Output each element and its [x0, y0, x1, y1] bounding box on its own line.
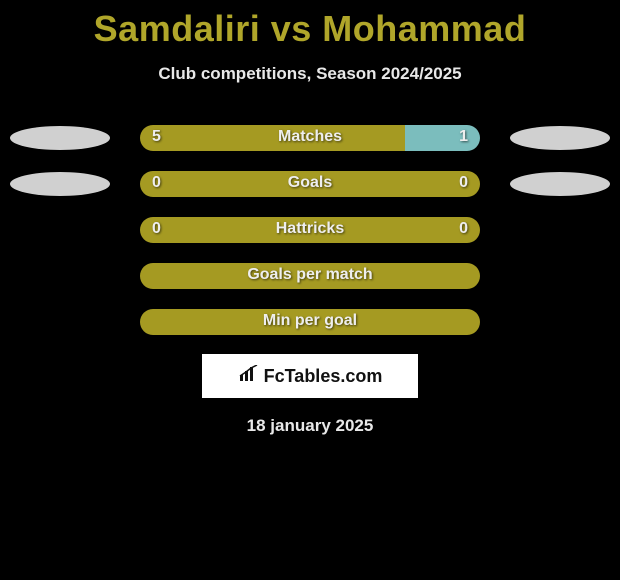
player1-bar: [140, 125, 405, 151]
logo-box: FcTables.com: [202, 354, 418, 398]
bar-track: [140, 217, 480, 243]
stats-chart: Matches51 Goals00 Hattricks00 Goals per mat…: [0, 124, 620, 336]
player2-oval: [510, 126, 610, 150]
page-title: Samdaliri vs Mohammad: [0, 0, 620, 50]
stat-row: Goals00: [0, 170, 620, 198]
bar-track: [140, 171, 480, 197]
stat-row: Goals per match: [0, 262, 620, 290]
date-label: 18 january 2025: [0, 416, 620, 436]
bar-track: [140, 309, 480, 335]
logo: FcTables.com: [238, 365, 383, 388]
player1-bar: [140, 309, 480, 335]
player1-oval: [10, 172, 110, 196]
bar-track: [140, 263, 480, 289]
stat-row: Hattricks00: [0, 216, 620, 244]
player1-oval: [10, 126, 110, 150]
bar-track: [140, 125, 480, 151]
player1-bar: [140, 263, 480, 289]
stat-row: Min per goal: [0, 308, 620, 336]
player1-bar: [140, 171, 480, 197]
subtitle: Club competitions, Season 2024/2025: [0, 64, 620, 84]
stat-row: Matches51: [0, 124, 620, 152]
player2-oval: [510, 172, 610, 196]
logo-text: FcTables.com: [264, 366, 383, 387]
player2-bar: [405, 125, 480, 151]
chart-icon: [238, 365, 260, 388]
player1-bar: [140, 217, 480, 243]
